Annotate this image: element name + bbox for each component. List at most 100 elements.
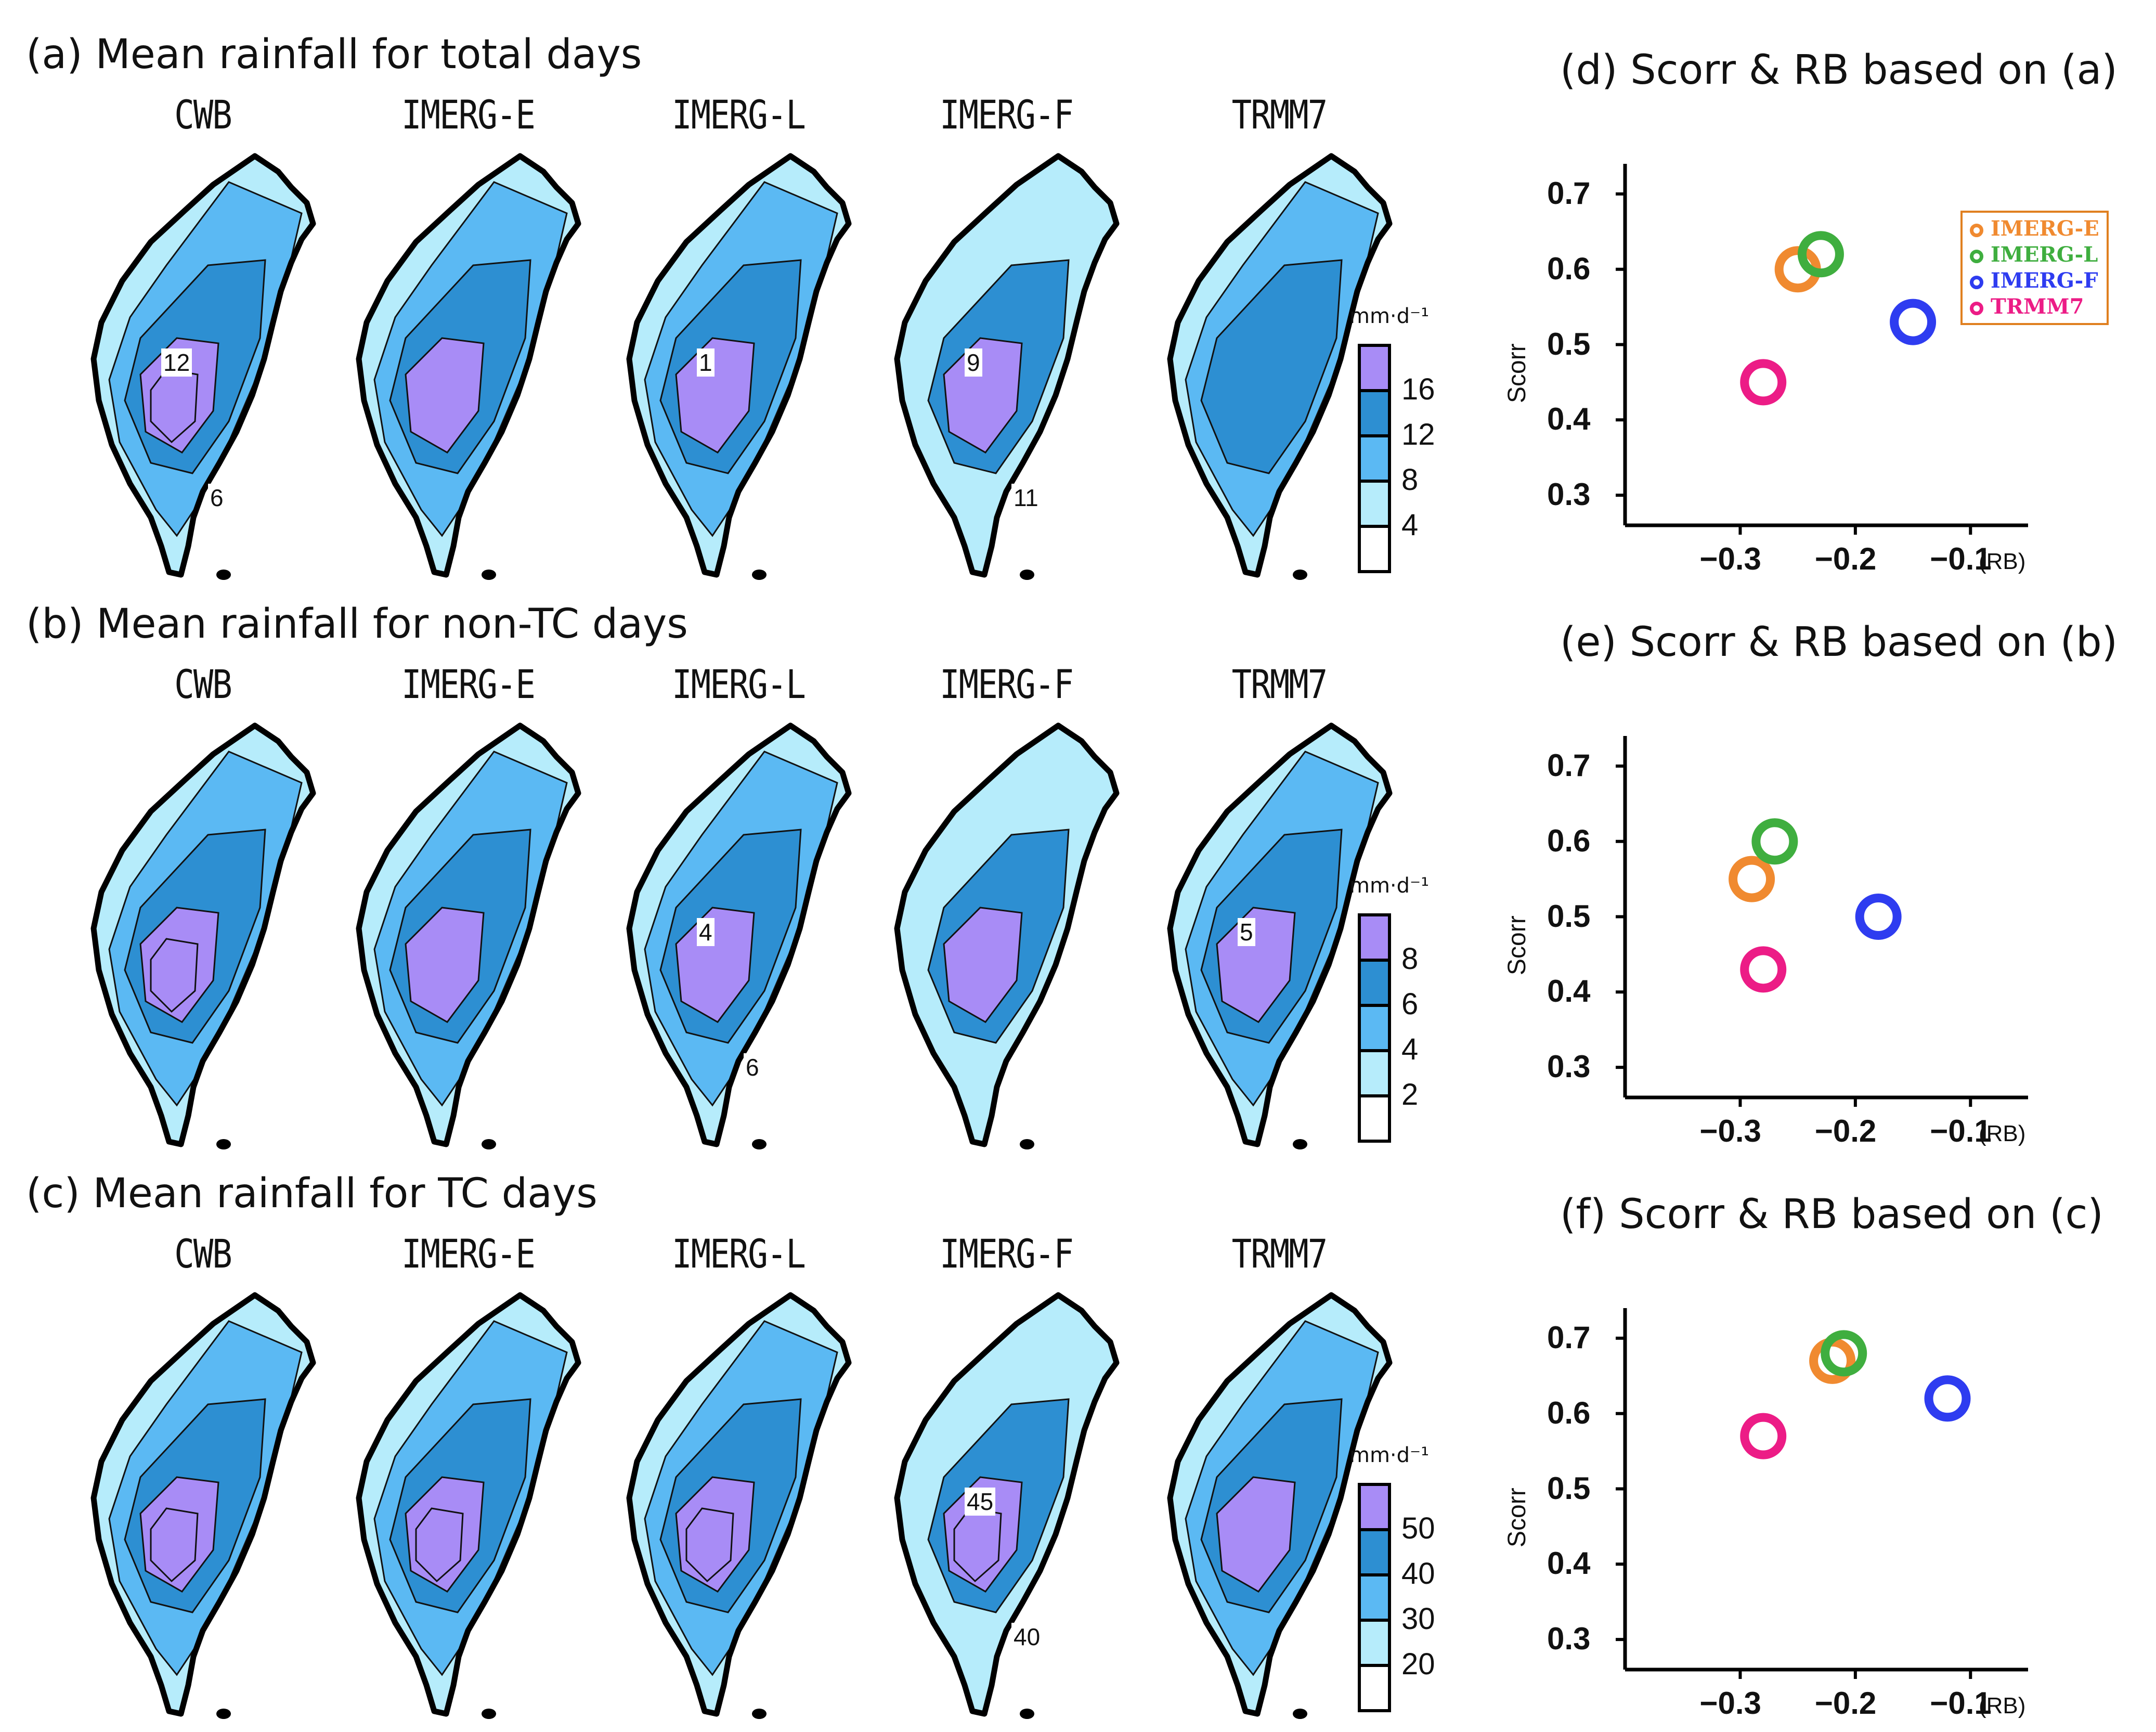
taiwan-map-c-imerg-f (894, 1292, 1120, 1719)
coastline (894, 722, 1120, 1147)
colorbar-tick: 16 (1401, 372, 1435, 406)
contour-level-4 (150, 1507, 199, 1583)
taiwan-map-b-imerg-e (356, 722, 581, 1149)
point-imerg-l (1797, 231, 1844, 278)
y-tick-label: 0.6 (1547, 251, 1591, 286)
y-tick-label: 0.3 (1547, 1621, 1591, 1657)
colorbar-unit: mm·d⁻¹ (1349, 304, 1430, 328)
taiwan-map-a-imerg-f (894, 153, 1120, 580)
colorbar-swatch (1358, 1664, 1391, 1712)
legend-item-trmm7: TRMM7 (1970, 294, 2099, 320)
x-tick-label: −0.3 (1699, 1686, 1761, 1721)
colorbar-tick: 8 (1401, 463, 1419, 497)
contour-label: 5 (1238, 918, 1255, 946)
colorbar-tick: 30 (1401, 1602, 1435, 1636)
contour-level-3 (1216, 907, 1296, 1023)
colorbar-tick: 6 (1401, 987, 1419, 1021)
taiwan-map-b-trmm7 (1167, 722, 1393, 1149)
colorbar-a (1358, 344, 1391, 573)
contour-level-4 (685, 1507, 734, 1583)
contour-level-4 (150, 368, 199, 444)
colorbar-tick: 20 (1401, 1647, 1435, 1681)
contour-label: 9 (965, 348, 982, 377)
x-tick-label: −0.1 (1930, 1686, 1992, 1721)
y-tick-label: 0.4 (1547, 402, 1591, 437)
legend-label: IMERG-F (1991, 268, 2098, 293)
colorbar-c (1358, 1483, 1391, 1712)
row-title-b: (b) Mean rainfall for non-TC days (26, 601, 688, 648)
y-tick-label: 0.5 (1547, 898, 1591, 934)
islet (752, 570, 767, 580)
taiwan-map-c-imerg-l (626, 1292, 852, 1719)
colorbar-swatch (1358, 1094, 1391, 1143)
legend: IMERG-E IMERG-L IMERG-F TRMM7 (1960, 211, 2109, 325)
colorbar-tick: 2 (1401, 1078, 1419, 1111)
colorbar-tick: 12 (1401, 418, 1435, 451)
taiwan-map-c-trmm7 (1167, 1292, 1393, 1719)
x-axis-label: (RB) (1979, 549, 2026, 574)
y-tick-label: 0.6 (1547, 1395, 1591, 1430)
legend-label: TRMM7 (1991, 294, 2084, 319)
coastline (626, 1292, 852, 1717)
colorbar-tick: 50 (1401, 1511, 1435, 1545)
contour-label: 4 (697, 918, 715, 946)
contour-level-2 (1200, 259, 1343, 474)
x-tick-label: −0.1 (1930, 1114, 1992, 1148)
coastline (356, 1292, 581, 1717)
map-label-cwb: CWB (174, 1232, 232, 1277)
y-tick-label: 0.3 (1547, 1049, 1591, 1084)
map-label-imerg-f: IMERG-F (940, 93, 1074, 138)
taiwan-map-a-imerg-l (626, 153, 852, 580)
map-label-imerg-l: IMERG-L (672, 93, 806, 138)
taiwan-map-a-imerg-e (356, 153, 581, 580)
contour-label: 40 (1011, 1623, 1043, 1651)
x-tick-label: −0.1 (1930, 541, 1992, 576)
coastline (626, 153, 852, 578)
coastline (90, 722, 316, 1147)
contour-label: 6 (208, 484, 226, 512)
colorbar-b (1358, 913, 1391, 1143)
colorbar-unit: mm·d⁻¹ (1349, 874, 1430, 898)
contour-level-4 (150, 938, 199, 1013)
legend-label: IMERG-E (1991, 216, 2099, 241)
x-axis-label: (RB) (1979, 1693, 2026, 1718)
coastline (894, 153, 1120, 578)
y-tick-label: 0.4 (1547, 1546, 1591, 1581)
taiwan-map-b-imerg-f (894, 722, 1120, 1149)
scatter-title-1: (e) Scorr & RB based on (b) (1560, 619, 2118, 666)
taiwan-map-b-cwb (90, 722, 316, 1149)
map-label-imerg-f: IMERG-F (940, 1232, 1074, 1277)
y-tick-label: 0.3 (1547, 477, 1591, 512)
contour-level-3 (405, 907, 485, 1023)
map-label-cwb: CWB (174, 662, 232, 708)
islet (216, 570, 231, 580)
islet (1020, 1139, 1034, 1149)
y-axis-label: Scorr (1503, 1488, 1531, 1547)
x-tick-label: −0.3 (1699, 1114, 1761, 1148)
taiwan-map-a-trmm7 (1167, 153, 1393, 580)
x-axis-label: (RB) (1979, 1121, 2026, 1146)
point-imerg-l (1751, 818, 1798, 865)
legend-marker-icon (1970, 276, 1983, 289)
y-tick-label: 0.7 (1547, 175, 1591, 211)
coastline (626, 722, 852, 1147)
point-imerg-l (1821, 1330, 1867, 1377)
contour-level-3 (943, 337, 1023, 454)
legend-item-imerg-f: IMERG-F (1970, 268, 2099, 294)
point-trmm7 (1740, 1413, 1787, 1459)
point-imerg-f (1890, 299, 1937, 345)
legend-marker-icon (1970, 250, 1983, 263)
y-tick-label: 0.7 (1547, 1320, 1591, 1355)
islet (482, 1709, 496, 1719)
contour-label: 12 (161, 348, 192, 377)
point-trmm7 (1740, 359, 1787, 406)
contour-label: 1 (697, 348, 715, 377)
colorbar-swatch (1358, 1573, 1391, 1622)
contour-level-4 (415, 1507, 464, 1583)
map-label-cwb: CWB (174, 93, 232, 138)
taiwan-map-b-imerg-l (626, 722, 852, 1149)
legend-item-imerg-l: IMERG-L (1970, 242, 2099, 268)
